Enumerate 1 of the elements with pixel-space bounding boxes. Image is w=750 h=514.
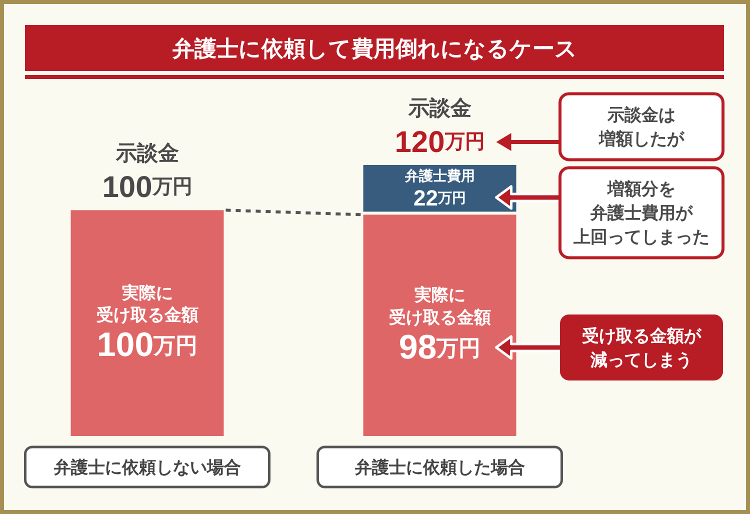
title: 弁護士に依頼して費用倒れになるケース [172,36,578,60]
